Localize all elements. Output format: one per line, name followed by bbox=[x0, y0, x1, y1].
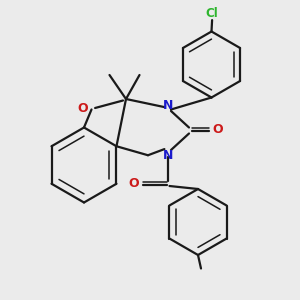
Text: O: O bbox=[212, 123, 223, 136]
Text: N: N bbox=[163, 148, 173, 162]
Text: O: O bbox=[78, 101, 88, 115]
Text: O: O bbox=[129, 177, 140, 190]
Text: Cl: Cl bbox=[206, 7, 218, 20]
Text: N: N bbox=[163, 99, 173, 112]
